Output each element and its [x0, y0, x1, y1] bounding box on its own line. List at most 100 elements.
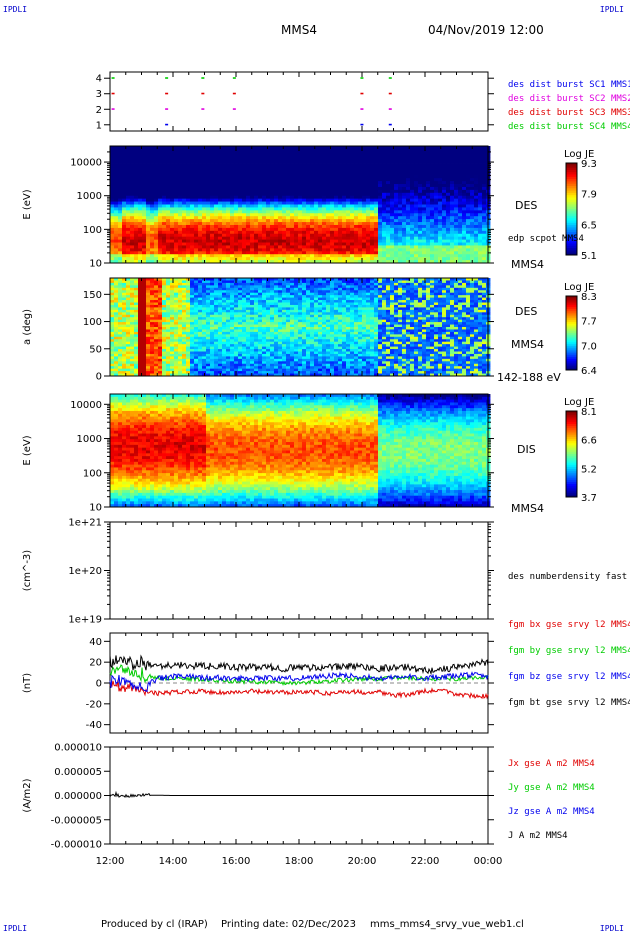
des-energy-cell	[458, 210, 463, 214]
des-energy-cell	[154, 166, 159, 170]
des-energy-cell	[230, 239, 235, 243]
des-energy-cell	[114, 151, 119, 156]
des-energy-cell	[138, 181, 143, 185]
des-energy-cell	[134, 236, 139, 240]
des-pitch-cell	[166, 358, 171, 362]
des-energy-cell	[374, 230, 379, 235]
des-energy-cell	[194, 192, 199, 197]
des-energy-cell	[242, 172, 247, 176]
des-energy-cell	[294, 154, 299, 159]
des-energy-cell	[478, 189, 483, 194]
des-energy-cell	[246, 181, 251, 185]
des-energy-cell	[286, 157, 291, 162]
des-energy-cell	[150, 254, 155, 258]
des-energy-cell	[226, 257, 231, 261]
des-pitch-cell	[110, 314, 115, 318]
des-pitch-cell	[142, 336, 147, 340]
des-pitch-cell	[118, 304, 123, 308]
des-pitch-cell	[110, 287, 115, 291]
des-energy-cell	[318, 239, 323, 243]
des-energy-cell	[482, 151, 487, 156]
des-energy-cell	[442, 227, 447, 232]
des-energy-cell	[334, 178, 339, 182]
des-energy-cell	[270, 254, 275, 258]
des-energy-cell	[162, 204, 167, 208]
des-energy-cell	[222, 181, 227, 185]
des-energy-cell	[470, 239, 475, 243]
des-energy-cell	[306, 163, 311, 167]
des-pitch-cell	[118, 309, 123, 313]
des-energy-cell	[174, 216, 179, 220]
des-pitch-cell	[118, 371, 123, 374]
des-energy-cell	[214, 245, 219, 249]
des-pitch-cell	[194, 368, 199, 372]
des-energy-cell	[210, 222, 215, 226]
des-energy-cell	[338, 151, 343, 156]
des-energy-cell	[358, 201, 363, 205]
des-energy-cell	[422, 166, 427, 170]
des-energy-cell	[182, 213, 187, 217]
des-pitch-cell	[126, 363, 131, 367]
des-energy-cell	[374, 210, 379, 214]
des-energy-cell	[390, 160, 395, 164]
des-energy-cell	[374, 254, 379, 258]
des-pitch-cell	[110, 336, 115, 340]
des-energy-cell	[270, 157, 275, 162]
des-energy-cell	[198, 224, 203, 229]
des-energy-cell	[378, 260, 383, 264]
des-pitch-cell	[122, 297, 127, 301]
des-energy-cell	[218, 207, 223, 211]
des-energy-cell	[334, 146, 339, 150]
des-energy-cell	[290, 236, 295, 240]
des-energy-cell	[154, 151, 159, 156]
des-energy-cell	[358, 242, 363, 246]
des-energy-cell	[134, 163, 139, 167]
des-energy-cell	[406, 201, 411, 205]
des-energy-cell	[178, 242, 183, 246]
des-energy-cell	[122, 251, 127, 255]
des-energy-cell	[274, 260, 279, 264]
des-energy-cell	[386, 245, 391, 249]
des-energy-cell	[238, 175, 243, 179]
des-energy-cell	[390, 189, 395, 194]
des-energy-cbar-cell	[566, 174, 577, 178]
des-energy-cell	[130, 251, 135, 255]
des-energy-cell	[398, 151, 403, 156]
des-energy-cell	[426, 245, 431, 249]
des-pitch-cell	[150, 317, 155, 321]
des-energy-cell	[302, 146, 307, 150]
des-energy-cell	[414, 222, 419, 226]
des-energy-cell	[374, 216, 379, 220]
des-energy-cell	[362, 169, 367, 173]
des-pitch-cell	[198, 356, 203, 360]
des-energy-cell	[270, 227, 275, 232]
des-energy-cell	[170, 213, 175, 217]
des-energy-cell	[442, 248, 447, 252]
des-energy-cell	[186, 178, 191, 182]
des-energy-cell	[130, 245, 135, 249]
des-pitch-cell	[110, 322, 115, 325]
des-pitch-cell	[138, 309, 143, 313]
des-pitch-cell	[138, 341, 143, 345]
des-pitch-cell	[178, 319, 183, 323]
des-pitch-cell	[134, 366, 139, 370]
des-energy-cell	[462, 195, 467, 200]
des-energy-cell	[338, 245, 343, 249]
des-energy-cell	[466, 222, 471, 226]
des-energy-cell	[186, 254, 191, 258]
des-energy-cell	[294, 207, 299, 211]
des-energy-cell	[398, 219, 403, 223]
des-energy-cell	[474, 204, 479, 208]
des-energy-cell	[390, 210, 395, 214]
des-energy-cell	[262, 236, 267, 240]
des-pitch-cell	[146, 278, 151, 281]
des-energy-cell	[266, 222, 271, 226]
des-energy-cell	[254, 204, 259, 208]
des-energy-cell	[162, 248, 167, 252]
des-energy-cell	[174, 178, 179, 182]
des-energy-cell	[150, 251, 155, 255]
des-pitch-cell	[142, 361, 147, 365]
des-energy-cell	[206, 227, 211, 232]
des-energy-cell	[434, 239, 439, 243]
des-energy-cell	[318, 222, 323, 226]
